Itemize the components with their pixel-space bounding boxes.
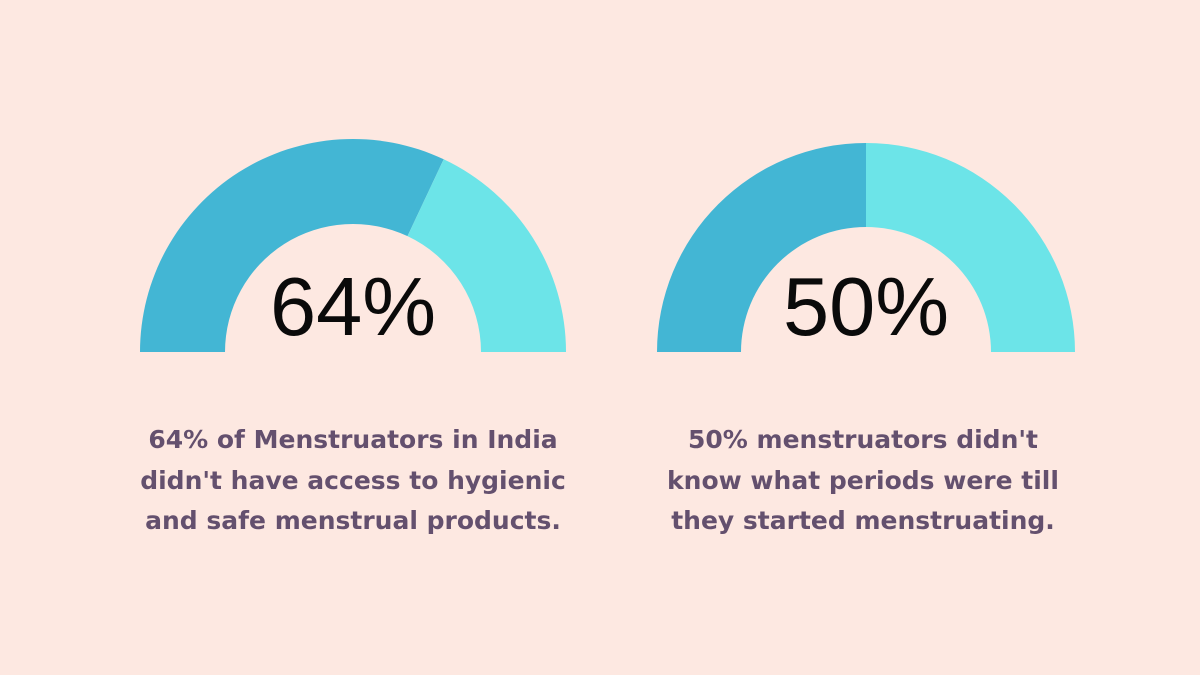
caption-line: know what periods were till — [667, 465, 1059, 495]
gauge-right-caption: 50% menstruators didn't know what period… — [633, 420, 1093, 542]
gauge-left-value: 64% — [269, 260, 437, 353]
caption-line: 64% of Menstruators in India — [148, 425, 558, 454]
gauge-left-caption: 64% of Menstruators in India didn't have… — [123, 420, 583, 542]
gauge-filled-segment — [657, 143, 866, 352]
caption-line: and safe menstrual products. — [145, 506, 561, 535]
caption-line: they started menstruating. — [671, 506, 1055, 535]
gauge-right-value: 50% — [782, 260, 950, 353]
caption-line: didn't have access to hygienic — [140, 465, 566, 495]
caption-line: 50% menstruators didn't — [688, 425, 1038, 454]
gauge-remaining-segment — [407, 159, 566, 352]
gauge-left — [140, 138, 566, 352]
gauge-right — [657, 143, 1075, 352]
gauge-remaining-segment — [866, 143, 1075, 352]
gauge-filled-segment — [140, 138, 444, 352]
